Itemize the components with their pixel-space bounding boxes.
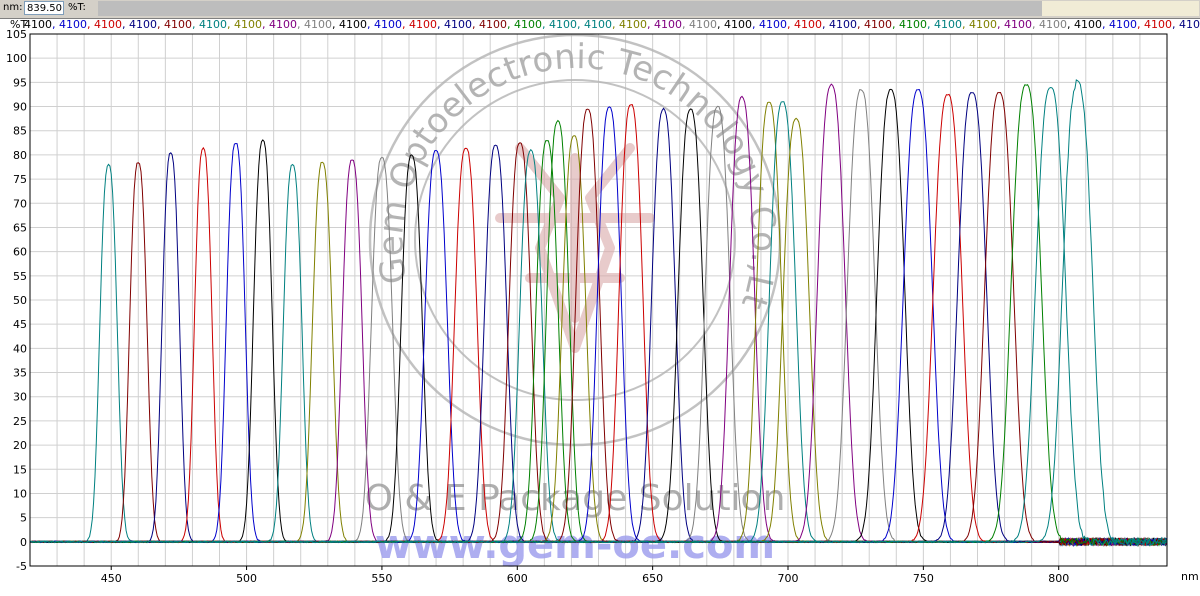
legend-entry: , 4100 [682, 18, 717, 31]
y-tick-label: 85 [13, 125, 27, 138]
y-tick-label: 35 [13, 367, 27, 380]
y-axis-label: %T [10, 18, 27, 31]
legend-entry: , 4100 [892, 18, 927, 31]
x-tick-label: 450 [101, 572, 122, 585]
legend-entry: , 4100 [1067, 18, 1102, 31]
y-tick-label: 10 [13, 487, 27, 500]
x-tick-label: 550 [371, 572, 392, 585]
x-tick-label: 800 [1048, 572, 1069, 585]
toolbar: nm: 839.50 %T: [0, 0, 1200, 19]
y-tick-label: 100 [6, 52, 27, 65]
series-line-39 [29, 79, 1168, 547]
y-tick-label: 105 [6, 28, 27, 41]
y-tick-label: 0 [20, 536, 27, 549]
t-readout-field[interactable] [98, 1, 1042, 16]
y-tick-label: 70 [13, 197, 27, 210]
legend: 4100, 4100, 4100, 4100, 4100, 4100, 4100… [24, 18, 1200, 31]
legend-entry: , 4100 [717, 18, 752, 31]
legend-entry: , 4100 [192, 18, 227, 31]
legend-entry: , 4100 [402, 18, 437, 31]
legend-entry: , 4100 [297, 18, 332, 31]
legend-entry: , 4100 [787, 18, 822, 31]
legend-entry: , 4100 [647, 18, 682, 31]
watermark: Gem Optoelectronic Technology Co.,Ltd. O… [0, 18, 785, 568]
spectrum-chart[interactable]: -5 0 5 10 15 20 25 30 35 40 45 50 55 60 65 70 75 80 85 90 95… [0, 18, 1200, 596]
legend-entry: 4100 [24, 18, 52, 31]
x-tick-label: 500 [236, 572, 257, 585]
y-tick-label: 60 [13, 246, 27, 259]
nm-label: nm: [3, 2, 23, 13]
legend-entry: , 4100 [962, 18, 997, 31]
legend-entry: , 4100 [927, 18, 962, 31]
plot-frame [29, 33, 1168, 567]
legend-entry: , 4100 [542, 18, 577, 31]
y-tick-label: 25 [13, 415, 27, 428]
legend-entry: , 4100 [227, 18, 262, 31]
watermark-seal-emblem [495, 143, 655, 353]
legend-entry: , 4100 [52, 18, 87, 31]
series-group [29, 79, 1168, 548]
y-tick-label: 65 [13, 221, 27, 234]
x-tick-label: 650 [642, 572, 663, 585]
y-tick-label: 50 [13, 294, 27, 307]
legend-entry: , 4100 [1137, 18, 1172, 31]
legend-entry: , 4100 [437, 18, 472, 31]
y-tick-label: -5 [16, 560, 27, 573]
legend-entry: , 4100 [367, 18, 402, 31]
y-tick-label: 95 [13, 76, 27, 89]
legend-entry: , 4100 [997, 18, 1032, 31]
x-axis-label: nm [1181, 570, 1199, 583]
legend-entry: , 4100 [822, 18, 857, 31]
series-line-38 [29, 86, 1168, 548]
legend-entry: , 4100 [1102, 18, 1137, 31]
y-tick-label: 90 [13, 101, 27, 114]
y-tick-label: 30 [13, 391, 27, 404]
legend-entry: , 4100 [87, 18, 122, 31]
legend-entry: , 4100 [752, 18, 787, 31]
y-tick-label: 15 [13, 463, 27, 476]
toolbar-right-panel [1042, 1, 1199, 16]
y-tick-label: 80 [13, 149, 27, 162]
watermark-url-text: www.gem-oe.com [375, 522, 775, 568]
y-axis-ticks: -5 0 5 10 15 20 25 30 35 40 45 50 55 60 65 70 75 80 85 90 95… [6, 28, 27, 573]
legend-entry: , 4100 [262, 18, 297, 31]
legend-entry: , 4100 [332, 18, 367, 31]
x-tick-label: 600 [507, 572, 528, 585]
y-tick-label: 5 [20, 512, 27, 525]
y-tick-label: 45 [13, 318, 27, 331]
legend-entry: , 4100 [577, 18, 612, 31]
legend-entry: , 4100 [472, 18, 507, 31]
legend-entry: , 4100 [1032, 18, 1067, 31]
nm-readout-field[interactable]: 839.50 [24, 1, 64, 15]
watermark-package-text: O & E Package Solution [365, 478, 786, 519]
watermark-seal-inner-ring [414, 79, 736, 401]
legend-entry: , 4100 [612, 18, 647, 31]
y-tick-label: 75 [13, 173, 27, 186]
legend-entry: , 4100 [122, 18, 157, 31]
y-tick-label: 20 [13, 439, 27, 452]
y-tick-label: 55 [13, 270, 27, 283]
legend-entry: , 4100 [1172, 18, 1200, 31]
x-axis-ticks: 450 500 550 600 650 700 750 800 [101, 566, 1069, 585]
legend-entry: , 4100 [857, 18, 892, 31]
t-label: %T: [68, 2, 86, 13]
y-tick-label: 40 [13, 342, 27, 355]
x-tick-label: 750 [913, 572, 934, 585]
watermark-company-text: Gem Optoelectronic Technology Co.,Ltd. [0, 18, 784, 314]
legend-entry: , 4100 [157, 18, 192, 31]
x-tick-label: 700 [778, 572, 799, 585]
legend-entry: , 4100 [507, 18, 542, 31]
